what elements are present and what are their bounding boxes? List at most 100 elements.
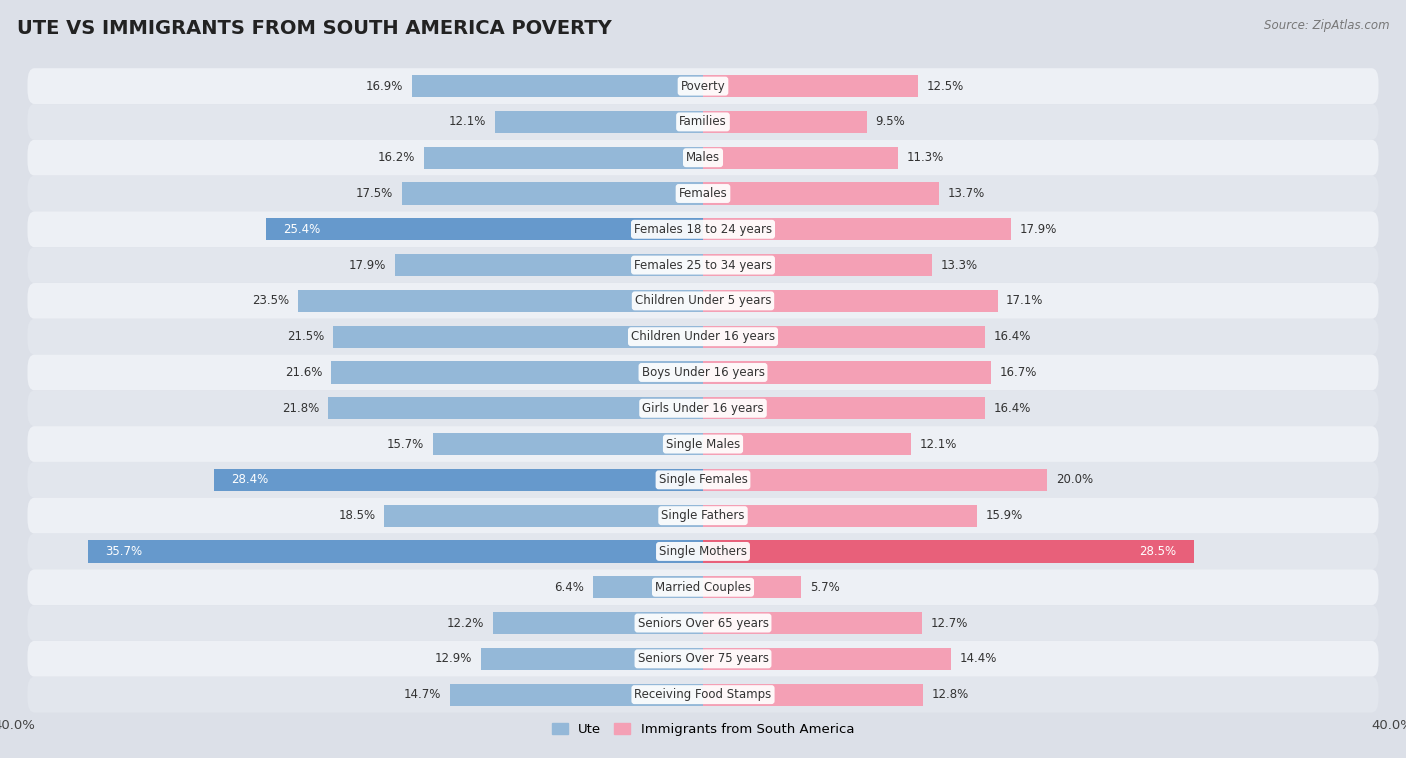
Text: 6.4%: 6.4% xyxy=(554,581,583,594)
Text: Single Females: Single Females xyxy=(658,473,748,487)
Bar xyxy=(703,146,897,169)
Bar xyxy=(703,540,1194,562)
Text: 23.5%: 23.5% xyxy=(253,294,290,308)
Text: Seniors Over 65 years: Seniors Over 65 years xyxy=(637,616,769,630)
Text: Seniors Over 75 years: Seniors Over 75 years xyxy=(637,653,769,666)
Bar xyxy=(703,362,991,384)
Bar xyxy=(333,326,703,348)
Text: 17.9%: 17.9% xyxy=(1019,223,1057,236)
Text: Single Males: Single Males xyxy=(666,437,740,450)
Text: 35.7%: 35.7% xyxy=(105,545,142,558)
Bar xyxy=(703,433,911,455)
Bar xyxy=(703,254,932,276)
Bar xyxy=(703,326,986,348)
Text: 17.5%: 17.5% xyxy=(356,187,392,200)
Bar xyxy=(703,111,866,133)
Bar xyxy=(703,290,997,312)
Text: 20.0%: 20.0% xyxy=(1056,473,1094,487)
Bar xyxy=(214,468,703,491)
Text: 13.7%: 13.7% xyxy=(948,187,984,200)
Text: Families: Families xyxy=(679,115,727,128)
Text: 12.1%: 12.1% xyxy=(449,115,486,128)
Bar xyxy=(495,111,703,133)
FancyBboxPatch shape xyxy=(28,569,1378,605)
Bar xyxy=(703,468,1047,491)
Text: Females 18 to 24 years: Females 18 to 24 years xyxy=(634,223,772,236)
Bar xyxy=(450,684,703,706)
FancyBboxPatch shape xyxy=(28,319,1378,355)
Bar xyxy=(395,254,703,276)
Text: 25.4%: 25.4% xyxy=(283,223,321,236)
Text: 9.5%: 9.5% xyxy=(875,115,905,128)
Text: 11.3%: 11.3% xyxy=(907,151,943,164)
Text: Single Fathers: Single Fathers xyxy=(661,509,745,522)
Bar xyxy=(89,540,703,562)
FancyBboxPatch shape xyxy=(28,355,1378,390)
Text: 12.8%: 12.8% xyxy=(932,688,969,701)
Bar xyxy=(703,218,1011,240)
Bar xyxy=(703,75,918,97)
Text: 21.5%: 21.5% xyxy=(287,330,323,343)
Text: Females: Females xyxy=(679,187,727,200)
Text: 28.4%: 28.4% xyxy=(231,473,269,487)
Text: Source: ZipAtlas.com: Source: ZipAtlas.com xyxy=(1264,19,1389,32)
FancyBboxPatch shape xyxy=(28,426,1378,462)
FancyBboxPatch shape xyxy=(28,534,1378,569)
Bar xyxy=(703,612,922,634)
FancyBboxPatch shape xyxy=(28,139,1378,176)
Bar xyxy=(330,362,703,384)
Text: UTE VS IMMIGRANTS FROM SOUTH AMERICA POVERTY: UTE VS IMMIGRANTS FROM SOUTH AMERICA POV… xyxy=(17,19,612,38)
FancyBboxPatch shape xyxy=(28,247,1378,283)
Bar xyxy=(703,648,950,670)
Text: 12.7%: 12.7% xyxy=(931,616,967,630)
FancyBboxPatch shape xyxy=(28,462,1378,498)
Text: 14.7%: 14.7% xyxy=(404,688,441,701)
Text: Girls Under 16 years: Girls Under 16 years xyxy=(643,402,763,415)
Text: Receiving Food Stamps: Receiving Food Stamps xyxy=(634,688,772,701)
Text: 21.6%: 21.6% xyxy=(285,366,322,379)
FancyBboxPatch shape xyxy=(28,211,1378,247)
Bar xyxy=(384,505,703,527)
Text: 12.2%: 12.2% xyxy=(447,616,484,630)
Bar xyxy=(266,218,703,240)
FancyBboxPatch shape xyxy=(28,677,1378,713)
Text: 15.9%: 15.9% xyxy=(986,509,1022,522)
Bar xyxy=(703,397,986,419)
Text: 16.7%: 16.7% xyxy=(1000,366,1036,379)
Bar xyxy=(481,648,703,670)
Text: Married Couples: Married Couples xyxy=(655,581,751,594)
Bar xyxy=(593,576,703,598)
Text: 14.4%: 14.4% xyxy=(960,653,997,666)
Text: Children Under 5 years: Children Under 5 years xyxy=(634,294,772,308)
Text: 16.4%: 16.4% xyxy=(994,330,1032,343)
Text: Poverty: Poverty xyxy=(681,80,725,92)
Text: 12.5%: 12.5% xyxy=(927,80,965,92)
Text: 16.4%: 16.4% xyxy=(994,402,1032,415)
Bar xyxy=(703,183,939,205)
Bar xyxy=(433,433,703,455)
Text: Males: Males xyxy=(686,151,720,164)
FancyBboxPatch shape xyxy=(28,498,1378,534)
FancyBboxPatch shape xyxy=(28,641,1378,677)
Bar xyxy=(412,75,703,97)
Text: Single Mothers: Single Mothers xyxy=(659,545,747,558)
Text: 17.1%: 17.1% xyxy=(1007,294,1043,308)
Text: 28.5%: 28.5% xyxy=(1139,545,1177,558)
FancyBboxPatch shape xyxy=(28,283,1378,319)
FancyBboxPatch shape xyxy=(28,176,1378,211)
FancyBboxPatch shape xyxy=(28,390,1378,426)
Text: 16.2%: 16.2% xyxy=(378,151,415,164)
Text: 18.5%: 18.5% xyxy=(339,509,375,522)
Bar xyxy=(703,576,801,598)
FancyBboxPatch shape xyxy=(28,104,1378,139)
Text: Boys Under 16 years: Boys Under 16 years xyxy=(641,366,765,379)
Bar xyxy=(328,397,703,419)
Text: 5.7%: 5.7% xyxy=(810,581,839,594)
FancyBboxPatch shape xyxy=(28,68,1378,104)
Text: Children Under 16 years: Children Under 16 years xyxy=(631,330,775,343)
Bar xyxy=(494,612,703,634)
FancyBboxPatch shape xyxy=(28,605,1378,641)
Text: 17.9%: 17.9% xyxy=(349,258,387,271)
Bar xyxy=(402,183,703,205)
Bar xyxy=(298,290,703,312)
